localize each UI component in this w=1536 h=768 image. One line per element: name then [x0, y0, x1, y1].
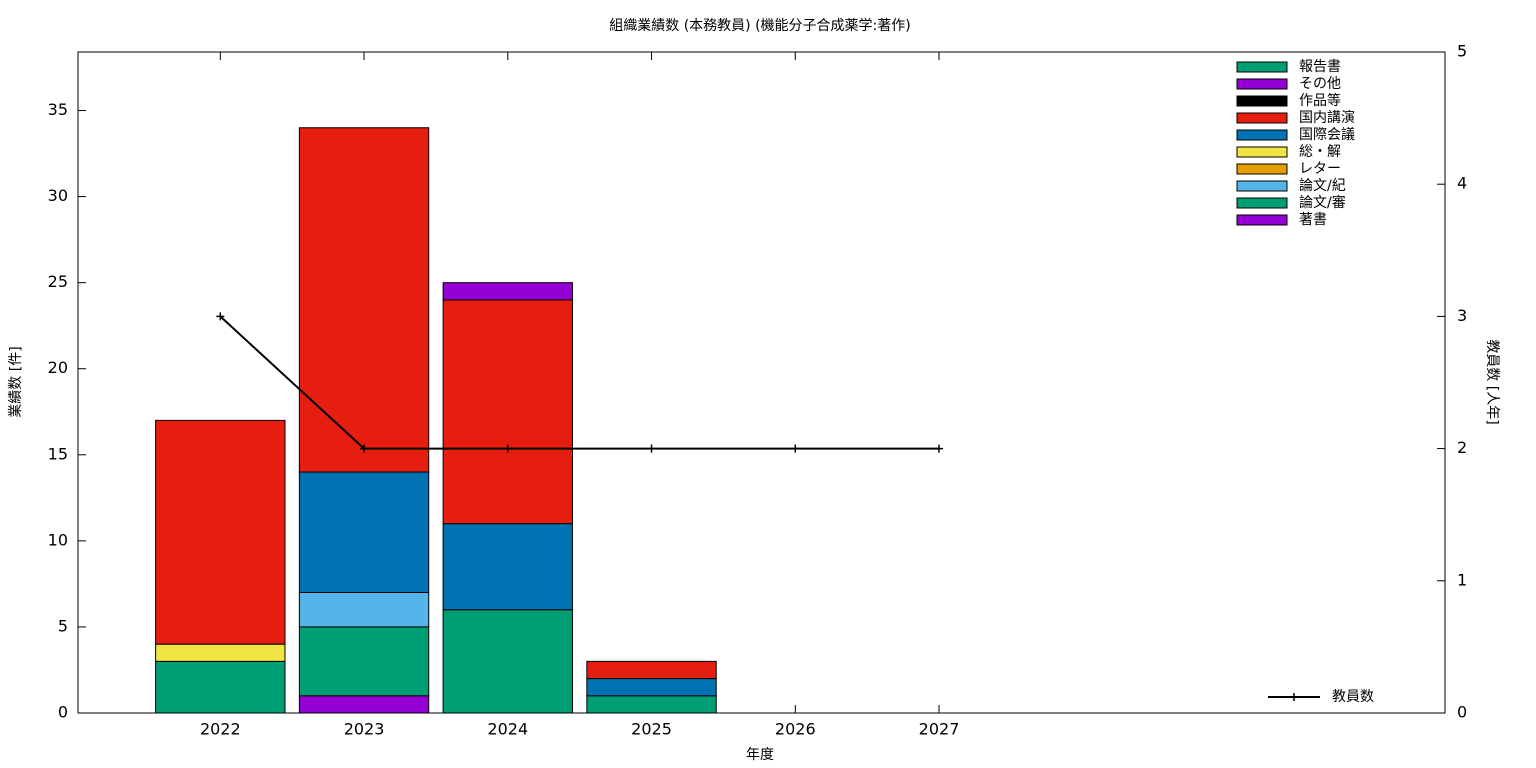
bar — [586, 660, 717, 680]
legend-swatch — [1236, 197, 1288, 209]
legend-swatch — [1236, 95, 1288, 107]
bar — [298, 592, 430, 628]
point-marker — [216, 312, 225, 321]
y2-tick-label: 0 — [1457, 703, 1467, 722]
legend-label: 報告書 — [1299, 59, 1341, 75]
x-tick-label: 2023 — [344, 720, 385, 739]
legend-label: その他 — [1299, 76, 1341, 92]
y-tick-label: 5 — [58, 616, 68, 635]
y-tick-label: 30 — [48, 186, 68, 205]
bar — [442, 609, 573, 714]
y-tick-label: 35 — [48, 100, 68, 119]
y-tick-label: 20 — [48, 358, 68, 377]
bar — [298, 695, 430, 714]
legend-swatch — [1236, 214, 1288, 226]
legend-swatch — [1236, 129, 1288, 141]
x-tick-label: 2025 — [631, 720, 672, 739]
bar — [155, 643, 286, 662]
x-tick-label: 2024 — [487, 720, 528, 739]
bar — [586, 695, 717, 714]
bar — [442, 523, 573, 611]
legend-label: 国内講演 — [1299, 110, 1355, 126]
y2-axis-label: 教員数 [人年] — [1484, 339, 1500, 424]
x-axis-label: 年度 — [746, 747, 774, 763]
y-tick-label: 10 — [48, 530, 68, 549]
bar — [155, 419, 286, 645]
y2-tick-label: 2 — [1457, 438, 1467, 457]
point-marker — [791, 444, 800, 453]
bar — [442, 282, 573, 301]
point-marker — [935, 444, 944, 453]
chart-title: 組織業績数 (本務教員) (機能分子合成薬学:著作) — [609, 18, 910, 34]
y-axis-label: 業績数 [件] — [8, 346, 24, 417]
bar — [298, 127, 430, 473]
y-tick-label: 0 — [58, 703, 68, 722]
y-tick-label: 25 — [48, 272, 68, 291]
plot-frame — [77, 51, 1446, 714]
point-marker — [503, 444, 512, 453]
x-tick-label: 2027 — [919, 720, 960, 739]
legend-label: 論文/審 — [1299, 195, 1346, 211]
bar — [298, 626, 430, 697]
x-tick-label: 2026 — [775, 720, 816, 739]
legend-label: 国際会議 — [1299, 126, 1355, 143]
legend-swatch — [1236, 146, 1288, 158]
y2-tick-label: 4 — [1457, 174, 1467, 193]
legend-label: 教員数 — [1332, 689, 1374, 705]
legend-swatch — [1236, 112, 1288, 124]
bar — [586, 678, 717, 697]
bar — [155, 660, 286, 714]
x-tick-label: 2022 — [200, 720, 241, 739]
bar — [442, 299, 573, 525]
legend-label: 作品等 — [1299, 92, 1341, 109]
y-tick-label: 15 — [48, 444, 68, 463]
legend-label: 総・解 — [1299, 144, 1341, 160]
legend-swatch — [1236, 78, 1288, 90]
legend-swatch — [1236, 180, 1288, 192]
legend-label: 著書 — [1299, 212, 1327, 228]
legend-label: レター — [1299, 161, 1341, 177]
legend-label: 論文/紀 — [1299, 178, 1346, 194]
line — [219, 315, 940, 450]
point-marker — [647, 444, 656, 453]
y2-tick-label: 3 — [1457, 306, 1467, 325]
y2-tick-label: 1 — [1457, 570, 1467, 589]
legend-swatch — [1236, 61, 1288, 73]
y2-tick-label: 5 — [1457, 42, 1467, 61]
point-marker — [360, 444, 369, 453]
legend-swatch — [1236, 163, 1288, 175]
bar — [298, 471, 430, 594]
